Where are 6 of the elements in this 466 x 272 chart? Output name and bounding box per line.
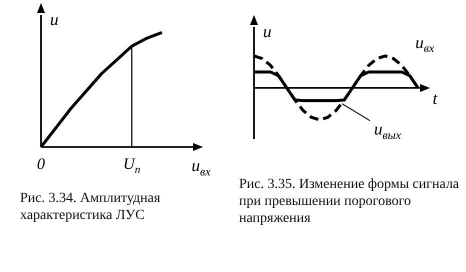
- text: Рис. 3.34. Амплитудная характеристика ЛУС: [20, 190, 162, 224]
- x-tick-label: 0: [37, 156, 45, 173]
- text: Рис. 3.35. Изменение формы сигнала при превышении порогового напряжения: [239, 176, 460, 227]
- x-axis-title: t: [432, 88, 439, 108]
- y-axis-title: u: [50, 10, 58, 29]
- y-axis-title: u: [263, 22, 272, 41]
